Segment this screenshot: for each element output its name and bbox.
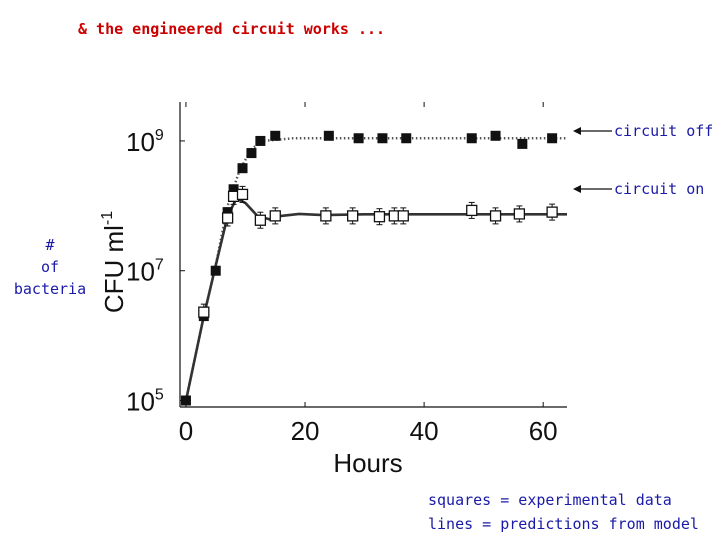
x-tick-label: 20 xyxy=(291,416,320,446)
data-point-off xyxy=(353,133,364,144)
data-point-on xyxy=(236,188,249,201)
note-lines: lines = predictions from model xyxy=(428,515,699,533)
data-point-on xyxy=(489,210,502,222)
annotation-arrowhead xyxy=(573,185,581,193)
model-lines xyxy=(184,137,567,401)
data-point-off xyxy=(466,133,477,144)
y-axis-note-line-2: of xyxy=(40,258,60,276)
slide-title: & the engineered circuit works ... xyxy=(78,20,386,38)
y-axis-title-main: CFU ml xyxy=(99,225,129,313)
legend-notes: squares = experimental data lines = pred… xyxy=(428,488,699,536)
data-point-off xyxy=(210,265,221,276)
data-point-on xyxy=(546,206,558,218)
data-point-off xyxy=(237,163,248,174)
model-line-1 xyxy=(184,137,567,401)
data-markers xyxy=(180,130,558,406)
data-point-on xyxy=(320,210,332,222)
y-tick-label: 105 xyxy=(126,387,164,417)
data-point-on xyxy=(347,210,359,222)
x-axis-title: Hours xyxy=(333,448,402,478)
data-point-off xyxy=(246,148,257,159)
data-point-off xyxy=(490,130,501,141)
y-tick-label: 107 xyxy=(126,257,164,287)
data-point-off xyxy=(401,133,412,144)
data-point-on xyxy=(397,210,409,222)
annotation-label: circuit on xyxy=(614,180,704,198)
annotation-arrowhead xyxy=(573,127,581,135)
axis-ticks: 0 20 40 60 105 107 109 xyxy=(126,102,558,446)
y-axis-title: CFU ml-1 xyxy=(99,211,129,313)
note-squares: squares = experimental data xyxy=(428,491,672,509)
data-point-on xyxy=(254,214,267,226)
plot-frame xyxy=(179,102,567,408)
data-point-on xyxy=(513,208,526,220)
data-point-on xyxy=(466,204,478,217)
data-point-off xyxy=(180,395,191,406)
data-point-on xyxy=(373,211,386,223)
annotations: circuit off circuit on xyxy=(573,122,713,198)
y-axis-note-line-3: bacteria xyxy=(13,280,87,298)
data-point-off xyxy=(517,138,528,149)
data-point-on xyxy=(269,210,281,222)
model-line-2 xyxy=(184,196,567,401)
data-point-off xyxy=(270,130,281,141)
data-point-off xyxy=(323,130,334,141)
data-point-on xyxy=(221,212,234,224)
data-point-off xyxy=(547,133,558,144)
y-tick-label: 109 xyxy=(126,127,164,157)
x-tick-label: 0 xyxy=(179,416,193,446)
y-axis-note-line-1: # xyxy=(45,236,55,254)
data-point-off xyxy=(255,135,266,146)
x-tick-label: 60 xyxy=(529,416,558,446)
x-tick-label: 40 xyxy=(410,416,439,446)
data-point-on xyxy=(198,306,210,318)
y-axis-note: # of bacteria xyxy=(8,234,92,300)
annotation-label: circuit off xyxy=(614,122,713,140)
data-point-off xyxy=(377,133,388,144)
y-axis-title-sup: -1 xyxy=(99,211,116,225)
